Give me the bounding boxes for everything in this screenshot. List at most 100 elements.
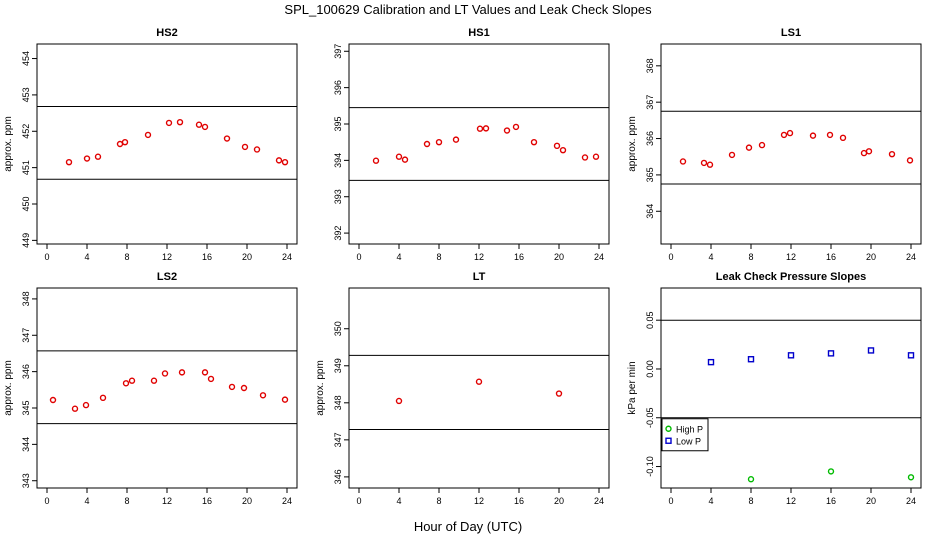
- data-point: [530, 138, 538, 146]
- panel-title: LS1: [781, 27, 801, 39]
- data-point: [275, 157, 283, 164]
- y-tick-label: 454: [21, 51, 31, 66]
- x-tick-label: 20: [866, 496, 876, 506]
- data-point: [745, 144, 753, 151]
- x-tick-label: 8: [436, 496, 441, 506]
- data-point: [372, 157, 380, 164]
- y-tick-label: 394: [333, 153, 343, 168]
- data-point: [906, 157, 914, 164]
- figure-title: SPL_100629 Calibration and LT Values and…: [284, 2, 652, 17]
- y-tick-label: 347: [21, 328, 31, 343]
- panel-title: LT: [473, 271, 486, 283]
- plot-frame: [660, 43, 922, 245]
- data-point: [161, 370, 169, 377]
- data-point: [207, 375, 215, 383]
- x-tick-label: 12: [786, 252, 796, 262]
- x-tick-label: 4: [396, 496, 401, 506]
- x-tick-label: 24: [282, 496, 292, 506]
- x-tick-label: 4: [396, 252, 401, 262]
- data-point: [700, 159, 708, 167]
- data-point: [512, 123, 520, 131]
- data-point: [121, 138, 129, 146]
- y-tick-label: 450: [21, 196, 31, 211]
- y-tick-label: 397: [333, 44, 343, 59]
- x-tick-label: 0: [668, 496, 673, 506]
- data-point: [223, 135, 231, 142]
- y-tick-label: 368: [645, 58, 655, 73]
- y-tick-label: 348: [21, 291, 31, 306]
- y-tick-label: 344: [21, 437, 31, 452]
- x-tick-label: 24: [906, 496, 916, 506]
- data-point: [240, 384, 248, 392]
- data-point: [786, 129, 794, 137]
- data-point: [592, 153, 600, 160]
- plot-frame: [348, 43, 610, 245]
- x-tick-label: 16: [202, 496, 212, 506]
- data-point: [888, 150, 896, 158]
- data-point: [201, 123, 209, 131]
- data-point: [259, 392, 267, 399]
- data-point: [827, 468, 835, 475]
- chart-panel-3: LS1 approx. ppm 0 4 8 12 16 20 24 364 365 366 367 368: [627, 27, 922, 262]
- data-point: [503, 127, 511, 134]
- data-point: [144, 131, 152, 139]
- data-point: [99, 394, 107, 402]
- data-point: [201, 369, 209, 376]
- data-point: [253, 146, 261, 153]
- data-point: [82, 401, 90, 409]
- data-point: [555, 390, 563, 397]
- data-point: [150, 377, 158, 384]
- chart-panel-4: LS2 approx. ppm 0 4 8 12 16 20 24 343 344 345 346 347…: [3, 271, 298, 506]
- x-tick-label: 4: [708, 496, 713, 506]
- x-tick-label: 12: [162, 496, 172, 506]
- y-tick-label: 0.00: [645, 360, 655, 378]
- data-point: [395, 153, 403, 160]
- legend-box: [661, 418, 709, 452]
- data-point: [423, 140, 431, 148]
- data-point: [128, 377, 136, 384]
- y-tick-label: -0.05: [645, 407, 655, 428]
- chart-panel-2: HS1 0 4 8 12 16 20 24 392 393 394 395 396 397: [333, 27, 610, 262]
- x-tick-label: 8: [124, 496, 129, 506]
- x-tick-label: 16: [202, 252, 212, 262]
- legend-marker: [665, 425, 672, 432]
- x-tick-label: 16: [826, 496, 836, 506]
- plot-frame: [36, 287, 298, 489]
- panel-title: HS2: [156, 27, 177, 39]
- y-tick-label: 396: [333, 80, 343, 95]
- data-point: [679, 158, 687, 165]
- x-tick-label: 20: [866, 252, 876, 262]
- data-point: [758, 141, 766, 149]
- x-tick-label: 8: [436, 252, 441, 262]
- data-point: [165, 119, 173, 127]
- data-point: [482, 125, 490, 132]
- x-tick-label: 0: [356, 496, 361, 506]
- data-point: [83, 155, 91, 162]
- y-tick-label: 343: [21, 473, 31, 488]
- y-axis-label: kPa per min: [627, 361, 638, 414]
- x-tick-label: 12: [474, 252, 484, 262]
- x-tick-label: 12: [786, 496, 796, 506]
- x-tick-label: 4: [84, 496, 89, 506]
- chart-panel-5: LT approx. ppm 0 4 8 12 16 20 24 346 347 348 349 350: [315, 271, 610, 506]
- x-tick-label: 24: [594, 252, 604, 262]
- data-point: [49, 396, 57, 404]
- y-tick-label: 364: [645, 204, 655, 219]
- y-tick-label: 365: [645, 167, 655, 182]
- y-tick-label: 453: [21, 87, 31, 102]
- x-tick-label: 24: [282, 252, 292, 262]
- y-tick-label: 366: [645, 131, 655, 146]
- y-tick-label: 349: [333, 358, 343, 373]
- data-point: [826, 131, 834, 139]
- legend-marker: [665, 437, 672, 444]
- data-point: [907, 352, 915, 359]
- y-tick-label: 392: [333, 226, 343, 241]
- y-tick-label: 346: [333, 469, 343, 484]
- data-point: [452, 136, 460, 143]
- data-point: [787, 352, 795, 359]
- x-tick-label: 12: [162, 252, 172, 262]
- panel-title: HS1: [468, 27, 489, 39]
- data-point: [907, 474, 915, 481]
- data-point: [707, 358, 715, 366]
